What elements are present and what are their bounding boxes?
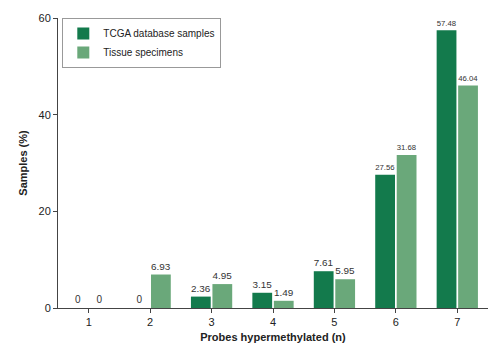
svg-text:46.04: 46.04 (458, 74, 478, 83)
svg-text:2: 2 (147, 316, 153, 328)
svg-text:27.56: 27.56 (375, 163, 394, 172)
svg-text:40: 40 (39, 109, 51, 121)
svg-text:5.95: 5.95 (335, 265, 355, 276)
svg-text:6: 6 (393, 316, 399, 328)
svg-text:4: 4 (270, 316, 276, 328)
svg-text:4.95: 4.95 (212, 270, 232, 281)
svg-text:7: 7 (454, 316, 460, 328)
svg-text:0: 0 (75, 294, 81, 305)
svg-text:60: 60 (39, 12, 51, 24)
svg-text:6.93: 6.93 (151, 261, 171, 272)
svg-text:Probes hypermethylated (n): Probes hypermethylated (n) (200, 331, 346, 343)
svg-text:20: 20 (39, 205, 51, 217)
svg-text:7.61: 7.61 (314, 257, 334, 268)
svg-text:5: 5 (331, 316, 337, 328)
svg-text:Samples (%): Samples (%) (17, 130, 29, 196)
svg-text:1.49: 1.49 (274, 287, 294, 298)
svg-text:0: 0 (45, 302, 51, 314)
svg-text:TCGA database samples: TCGA database samples (103, 28, 214, 39)
svg-text:0: 0 (96, 294, 102, 305)
svg-text:0: 0 (136, 294, 142, 305)
svg-text:3.15: 3.15 (252, 279, 272, 290)
svg-text:Tissue specimens: Tissue specimens (103, 47, 183, 58)
svg-text:3: 3 (209, 316, 215, 328)
svg-text:1: 1 (86, 316, 92, 328)
svg-text:57.48: 57.48 (437, 19, 456, 28)
svg-text:31.68: 31.68 (397, 143, 416, 152)
svg-text:2.36: 2.36 (191, 283, 211, 294)
